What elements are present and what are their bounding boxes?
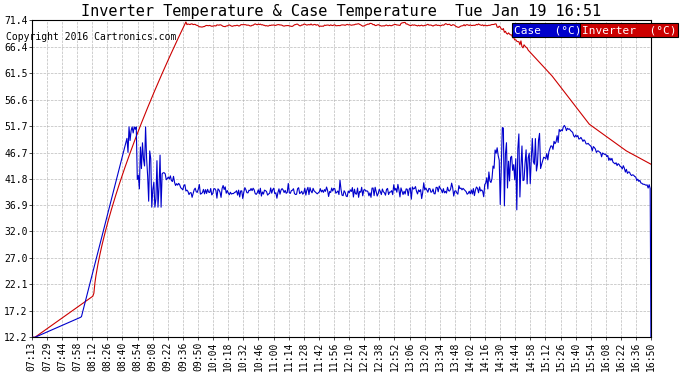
Title: Inverter Temperature & Case Temperature  Tue Jan 19 16:51: Inverter Temperature & Case Temperature … bbox=[81, 4, 602, 19]
Text: Inverter  (°C): Inverter (°C) bbox=[582, 25, 676, 35]
Text: Case  (°C): Case (°C) bbox=[514, 25, 581, 35]
Text: Copyright 2016 Cartronics.com: Copyright 2016 Cartronics.com bbox=[6, 32, 176, 42]
